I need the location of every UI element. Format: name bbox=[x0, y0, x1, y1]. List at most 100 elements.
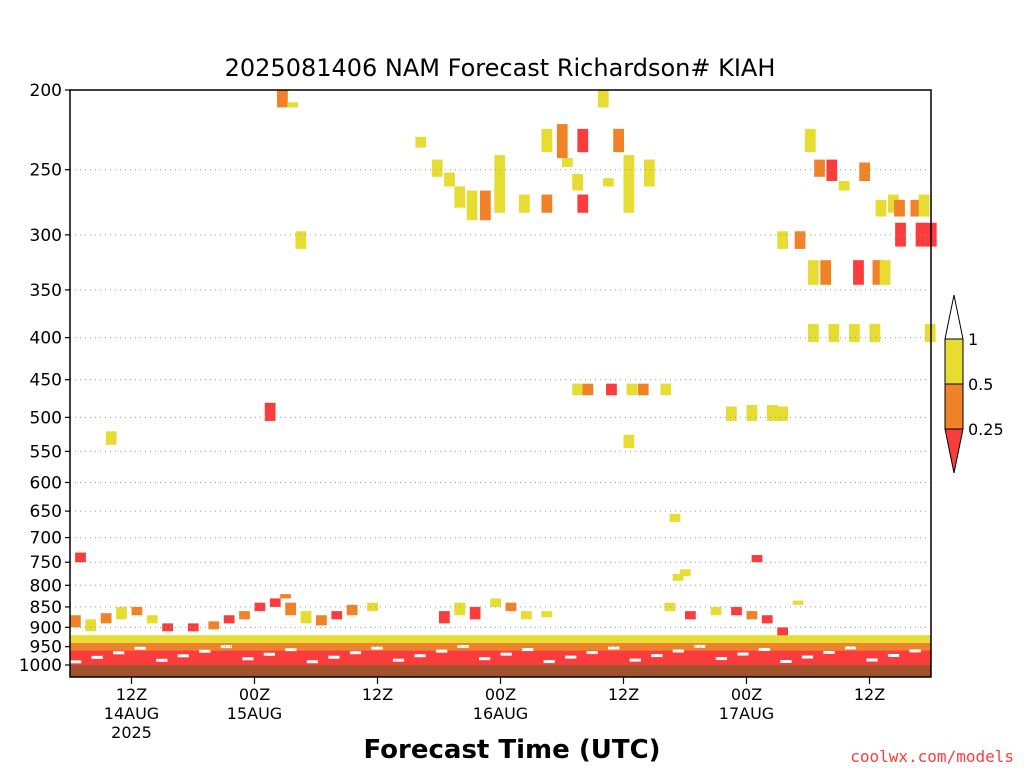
y-tick-label: 450 bbox=[30, 371, 62, 391]
ri-cell bbox=[777, 406, 789, 421]
ri-gap bbox=[909, 649, 921, 653]
ri-cell bbox=[669, 513, 681, 522]
ri-gap bbox=[543, 660, 555, 664]
ri-cell bbox=[777, 231, 789, 249]
ri-gap bbox=[522, 648, 534, 652]
ri-cell bbox=[761, 615, 773, 624]
ri-cell bbox=[777, 627, 789, 636]
y-tick-label: 750 bbox=[30, 553, 62, 573]
ri-cell bbox=[875, 199, 887, 217]
ri-cell bbox=[490, 598, 502, 607]
ri-cell bbox=[577, 128, 589, 153]
y-tick-label: 200 bbox=[30, 81, 62, 101]
y-tick-label: 1000 bbox=[19, 656, 62, 676]
ri-cell bbox=[131, 606, 143, 616]
y-tick-label: 800 bbox=[30, 576, 62, 596]
colorbar-level-label: 0.25 bbox=[968, 420, 1004, 439]
ri-cell bbox=[887, 194, 899, 213]
ri-cell bbox=[613, 128, 625, 153]
heatmap-cells bbox=[70, 90, 943, 665]
ri-gap bbox=[306, 660, 319, 664]
ri-cell bbox=[572, 383, 584, 396]
ri-cell bbox=[367, 602, 379, 612]
ri-cell bbox=[454, 186, 466, 208]
ri-gap bbox=[435, 649, 448, 653]
y-axis: 200 250 300 350 400 450 500 550 600 650 700 750 8008… bbox=[19, 81, 70, 676]
ri-cell bbox=[664, 602, 676, 612]
ri-cell bbox=[541, 611, 553, 618]
ri-cell bbox=[187, 623, 199, 632]
ri-cell bbox=[918, 194, 930, 217]
y-tick-label: 500 bbox=[30, 408, 62, 428]
x-tick-label: 00Z bbox=[239, 685, 270, 704]
ri-gap bbox=[177, 654, 189, 658]
x-tick-label: 12Z bbox=[362, 685, 393, 704]
ri-gap bbox=[70, 660, 82, 664]
ri-cell bbox=[556, 124, 568, 159]
ri-cell bbox=[746, 611, 758, 620]
x-axis-title: Forecast Time (UTC) bbox=[363, 735, 660, 765]
x-tick-label: 12Z bbox=[116, 685, 147, 704]
ri-cell bbox=[879, 260, 891, 285]
ri-gap bbox=[220, 645, 232, 649]
ground-strip bbox=[70, 665, 931, 677]
ri-cell bbox=[582, 383, 594, 396]
ri-cell bbox=[792, 600, 804, 605]
ri-cell bbox=[826, 159, 838, 181]
ri-cell bbox=[731, 606, 742, 616]
ri-gap bbox=[694, 644, 706, 648]
ri-gap bbox=[414, 654, 426, 658]
ri-gap bbox=[565, 655, 577, 659]
ri-cell bbox=[346, 604, 358, 616]
ri-cell bbox=[277, 90, 288, 108]
ri-cell bbox=[254, 602, 266, 612]
ri-gap bbox=[887, 653, 900, 657]
ri-cell bbox=[75, 552, 86, 563]
ri-gap bbox=[586, 651, 598, 655]
ri-gap bbox=[199, 649, 211, 653]
colorbar: 1 0.5 0.25 bbox=[944, 294, 1004, 474]
ri-gap bbox=[651, 654, 663, 658]
ri-cell bbox=[915, 222, 927, 247]
ri-band bbox=[70, 635, 931, 643]
ri-cell bbox=[746, 405, 758, 421]
ri-gap bbox=[715, 657, 728, 661]
ri-gap bbox=[608, 646, 620, 650]
ground-bar bbox=[70, 665, 931, 677]
ri-cell bbox=[872, 260, 884, 285]
ri-gap bbox=[328, 655, 340, 659]
x-tick-date: 16AUG bbox=[473, 704, 528, 723]
ri-cell bbox=[505, 602, 517, 612]
y-tick-label: 400 bbox=[30, 329, 62, 349]
y-tick-label: 300 bbox=[30, 226, 62, 246]
ri-gap bbox=[285, 648, 297, 652]
x-tick-date: 14AUG bbox=[104, 704, 159, 723]
ri-cell bbox=[415, 136, 427, 148]
y-tick-label: 950 bbox=[30, 638, 62, 658]
ri-cell bbox=[287, 102, 299, 108]
colorbar-level-label: 0.5 bbox=[968, 375, 993, 394]
ri-cell bbox=[541, 128, 553, 153]
ri-gap bbox=[780, 659, 792, 663]
ri-gap bbox=[629, 658, 641, 662]
ri-cell bbox=[808, 323, 819, 343]
y-tick-label: 900 bbox=[30, 618, 62, 638]
ri-cell bbox=[869, 323, 881, 343]
y-tick-label: 600 bbox=[30, 473, 62, 493]
y-tick-label: 850 bbox=[30, 598, 62, 618]
ri-gap bbox=[263, 652, 275, 656]
ri-gap bbox=[156, 658, 168, 662]
ri-cell bbox=[208, 621, 220, 630]
ri-cell bbox=[910, 199, 922, 217]
ri-gap bbox=[113, 651, 125, 655]
ri-cell bbox=[466, 190, 478, 221]
ri-gap bbox=[242, 657, 254, 661]
x-tick-label: 12Z bbox=[608, 685, 639, 704]
ri-cell bbox=[480, 190, 491, 221]
ri-cell bbox=[562, 158, 573, 167]
ri-cell bbox=[603, 178, 614, 187]
ri-cell bbox=[223, 615, 235, 624]
ri-gap bbox=[672, 649, 684, 653]
